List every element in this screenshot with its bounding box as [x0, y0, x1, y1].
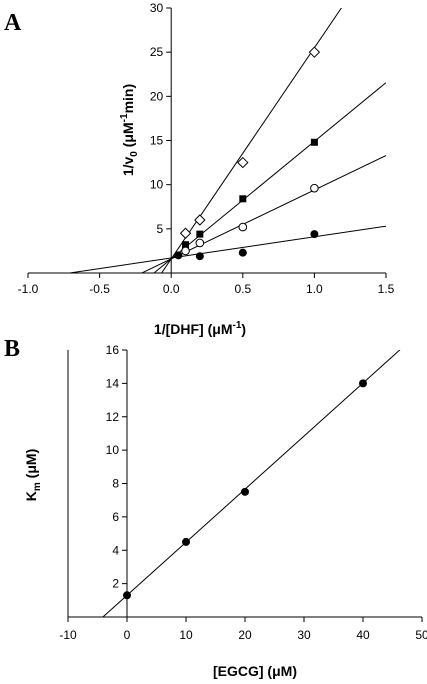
x-tick-label-a: -1.0 [18, 282, 39, 296]
data-point-a-s2 [182, 241, 190, 249]
data-point-a-s1 [179, 227, 192, 239]
y-tick-label-a: 25 [150, 45, 164, 59]
data-point-a-s2 [310, 138, 318, 146]
y-axis-label-b: Km (μM) [23, 449, 43, 502]
data-point-a-s3 [238, 222, 248, 232]
x-tick-label-b: 0 [124, 628, 131, 642]
fit-line-a-2 [153, 82, 386, 273]
y-tick-label-a: 30 [150, 1, 164, 15]
x-tick-label-b: -10 [59, 628, 77, 642]
y-tick-label-b: 14 [106, 376, 120, 390]
x-tick-label-a: 0.0 [163, 282, 180, 296]
y-tick-label-a: 15 [150, 134, 164, 148]
y-tick-label-b: 10 [106, 443, 120, 457]
data-point-a-s1 [194, 214, 206, 226]
data-point-a-s3 [310, 183, 319, 193]
data-point-b-s1 [241, 487, 249, 496]
x-tick-label-b: 50 [415, 628, 427, 642]
data-point-a-s4 [195, 252, 204, 261]
data-point-a-s1 [237, 156, 249, 169]
data-point-a-s1 [308, 46, 321, 58]
data-point-b-s1 [359, 379, 367, 388]
x-tick-label-b: 30 [297, 628, 311, 642]
data-point-a-s3 [181, 246, 190, 256]
data-point-b-s1 [123, 591, 131, 600]
panel-label-a: A [4, 10, 22, 36]
x-tick-label-a: 0.5 [234, 282, 251, 296]
data-point-a-s2 [196, 230, 204, 238]
x-tick-label-b: 40 [356, 628, 370, 642]
data-point-b-s1 [182, 537, 190, 546]
fit-line-a-3 [140, 155, 386, 273]
x-tick-label-a: 1.0 [306, 282, 323, 296]
y-tick-label-b: 16 [106, 343, 120, 357]
y-tick-label-b: 2 [112, 577, 119, 591]
y-axis-label-a: 1/v0 (μM-1min) [119, 84, 140, 176]
panel-a: A 1/[DHF] (μM-1) 1/v0 (μM-1min) -1.0 -0.5… [4, 1, 395, 337]
y-tick-label-b: 8 [112, 477, 119, 491]
data-point-a-s4 [238, 248, 247, 257]
data-point-a-s4 [310, 230, 319, 239]
y-tick-label-b: 4 [112, 543, 119, 557]
y-tick-label-a: 5 [157, 222, 164, 236]
panel-b: B [EGCG] (μM) Km (μM) -10 0 10 20 30 40 50 2 4 6 8… [4, 336, 427, 679]
fit-line-a-1 [161, 8, 342, 273]
y-tick-label-b: 6 [112, 510, 119, 524]
y-tick-label-a: 20 [150, 89, 164, 103]
data-point-a-s4 [174, 251, 183, 260]
y-tick-label-b: 12 [106, 410, 120, 424]
x-axis-label-a: 1/[DHF] (μM-1) [154, 320, 246, 337]
x-axis-label-b: [EGCG] (μM) [213, 663, 297, 679]
y-tick-label-a: 10 [150, 178, 164, 192]
x-tick-label-b: 20 [238, 628, 252, 642]
x-tick-label-b: 10 [179, 628, 193, 642]
x-tick-label-a: 1.5 [378, 282, 395, 296]
data-point-a-s2 [239, 195, 247, 203]
panel-label-b: B [4, 336, 20, 362]
fit-line-a-4 [66, 225, 386, 273]
x-tick-label-a: -0.5 [89, 282, 110, 296]
data-point-a-s3 [195, 238, 205, 248]
